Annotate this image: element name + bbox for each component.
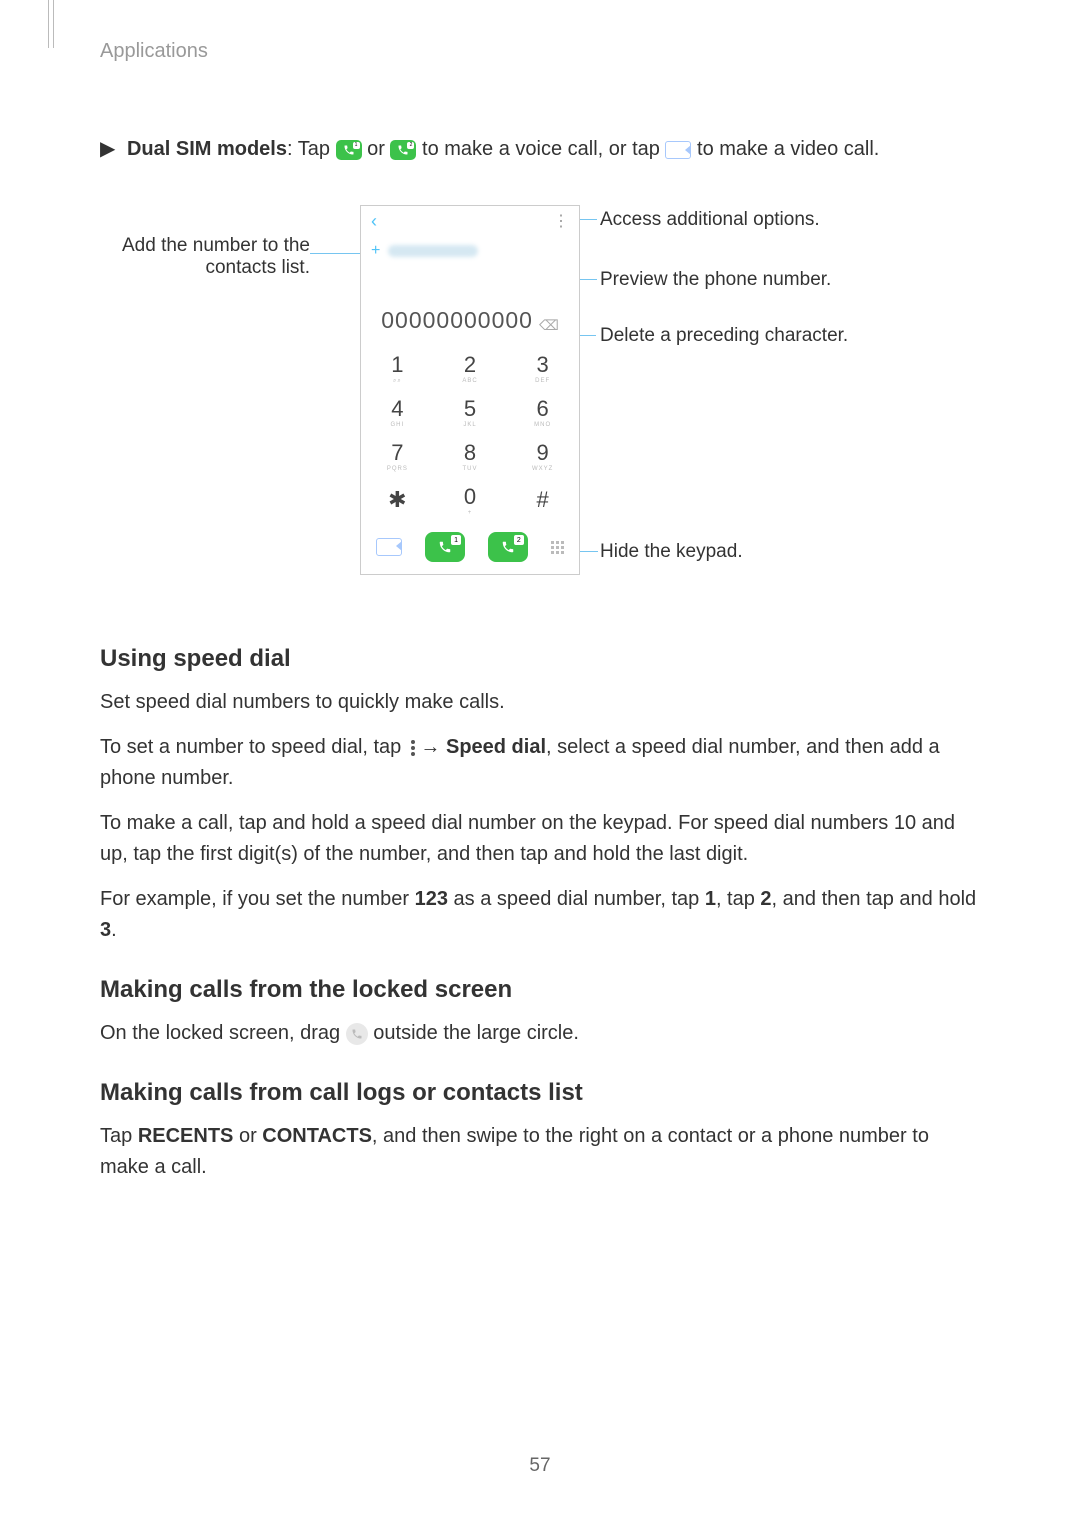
- callout-preview: Preview the phone number.: [600, 269, 831, 291]
- key-3[interactable]: 3DEF: [506, 346, 579, 390]
- call-sim1-button[interactable]: 1: [425, 532, 465, 562]
- sim1-badge: 1: [353, 142, 360, 149]
- intro-line: ▶ Dual SIM models: Tap 1 or 2 to make a …: [100, 133, 980, 165]
- key-star[interactable]: ✱: [361, 478, 434, 522]
- heading-logs: Making calls from call logs or contacts …: [100, 1079, 980, 1107]
- key-7[interactable]: 7PQRS: [361, 434, 434, 478]
- callout-access-options: Access additional options.: [600, 209, 820, 231]
- key-0[interactable]: 0+: [434, 478, 507, 522]
- speed-p1: Set speed dial numbers to quickly make c…: [100, 687, 980, 718]
- voice-call-sim1-icon: 1: [336, 140, 362, 160]
- speed-p2: To set a number to speed dial, tap → Spe…: [100, 732, 980, 794]
- more-options-inline-icon: [407, 738, 415, 758]
- key-1[interactable]: 1⌕⌕: [361, 346, 434, 390]
- video-call-button[interactable]: [376, 538, 402, 556]
- intro-bold: Dual SIM models: [127, 138, 287, 160]
- key-6[interactable]: 6MNO: [506, 390, 579, 434]
- voice-call-sim2-icon: 2: [390, 140, 416, 160]
- speed-p4: For example, if you set the number 123 a…: [100, 884, 980, 946]
- phone-diagram: Add the number to the contacts list. Acc…: [100, 205, 980, 595]
- call-sim2-button[interactable]: 2: [488, 532, 528, 562]
- dialed-number: 00000000000: [381, 307, 533, 334]
- key-8[interactable]: 8TUV: [434, 434, 507, 478]
- backspace-icon[interactable]: ⌫: [539, 317, 559, 334]
- speed-p3: To make a call, tap and hold a speed dia…: [100, 808, 980, 870]
- heading-speed-dial: Using speed dial: [100, 645, 980, 673]
- key-4[interactable]: 4GHI: [361, 390, 434, 434]
- sim2-badge: 2: [407, 142, 414, 149]
- key-2[interactable]: 2ABC: [434, 346, 507, 390]
- heading-locked: Making calls from the locked screen: [100, 976, 980, 1004]
- dialer-keypad: 1⌕⌕ 2ABC 3DEF 4GHI 5JKL 6MNO 7PQRS 8TUV …: [361, 346, 579, 522]
- more-options-icon[interactable]: ⋮: [553, 211, 569, 231]
- phone-drag-icon: [346, 1023, 368, 1045]
- callout-delete: Delete a preceding character.: [600, 325, 848, 347]
- video-call-icon: [665, 141, 691, 159]
- callout-add-contacts: Add the number to the contacts list.: [70, 235, 310, 279]
- locked-p1: On the locked screen, drag outside the l…: [100, 1018, 980, 1049]
- key-9[interactable]: 9WXYZ: [506, 434, 579, 478]
- hide-keypad-button[interactable]: [551, 541, 564, 554]
- blurred-text: [388, 245, 478, 257]
- key-5[interactable]: 5JKL: [434, 390, 507, 434]
- back-icon[interactable]: ‹: [371, 211, 377, 232]
- logs-p1: Tap RECENTS or CONTACTS, and then swipe …: [100, 1121, 980, 1183]
- key-hash[interactable]: #: [506, 478, 579, 522]
- phone-mockup: ‹ ⋮ + 00000000000 ⌫ 1⌕⌕ 2ABC 3DEF 4GHI 5…: [360, 205, 580, 575]
- arrow-bullet-icon: ▶: [100, 133, 115, 165]
- page-number: 57: [0, 1455, 1080, 1477]
- header-title: Applications: [100, 40, 980, 63]
- add-contact-icon[interactable]: +: [371, 242, 380, 260]
- callout-hide: Hide the keypad.: [600, 541, 743, 563]
